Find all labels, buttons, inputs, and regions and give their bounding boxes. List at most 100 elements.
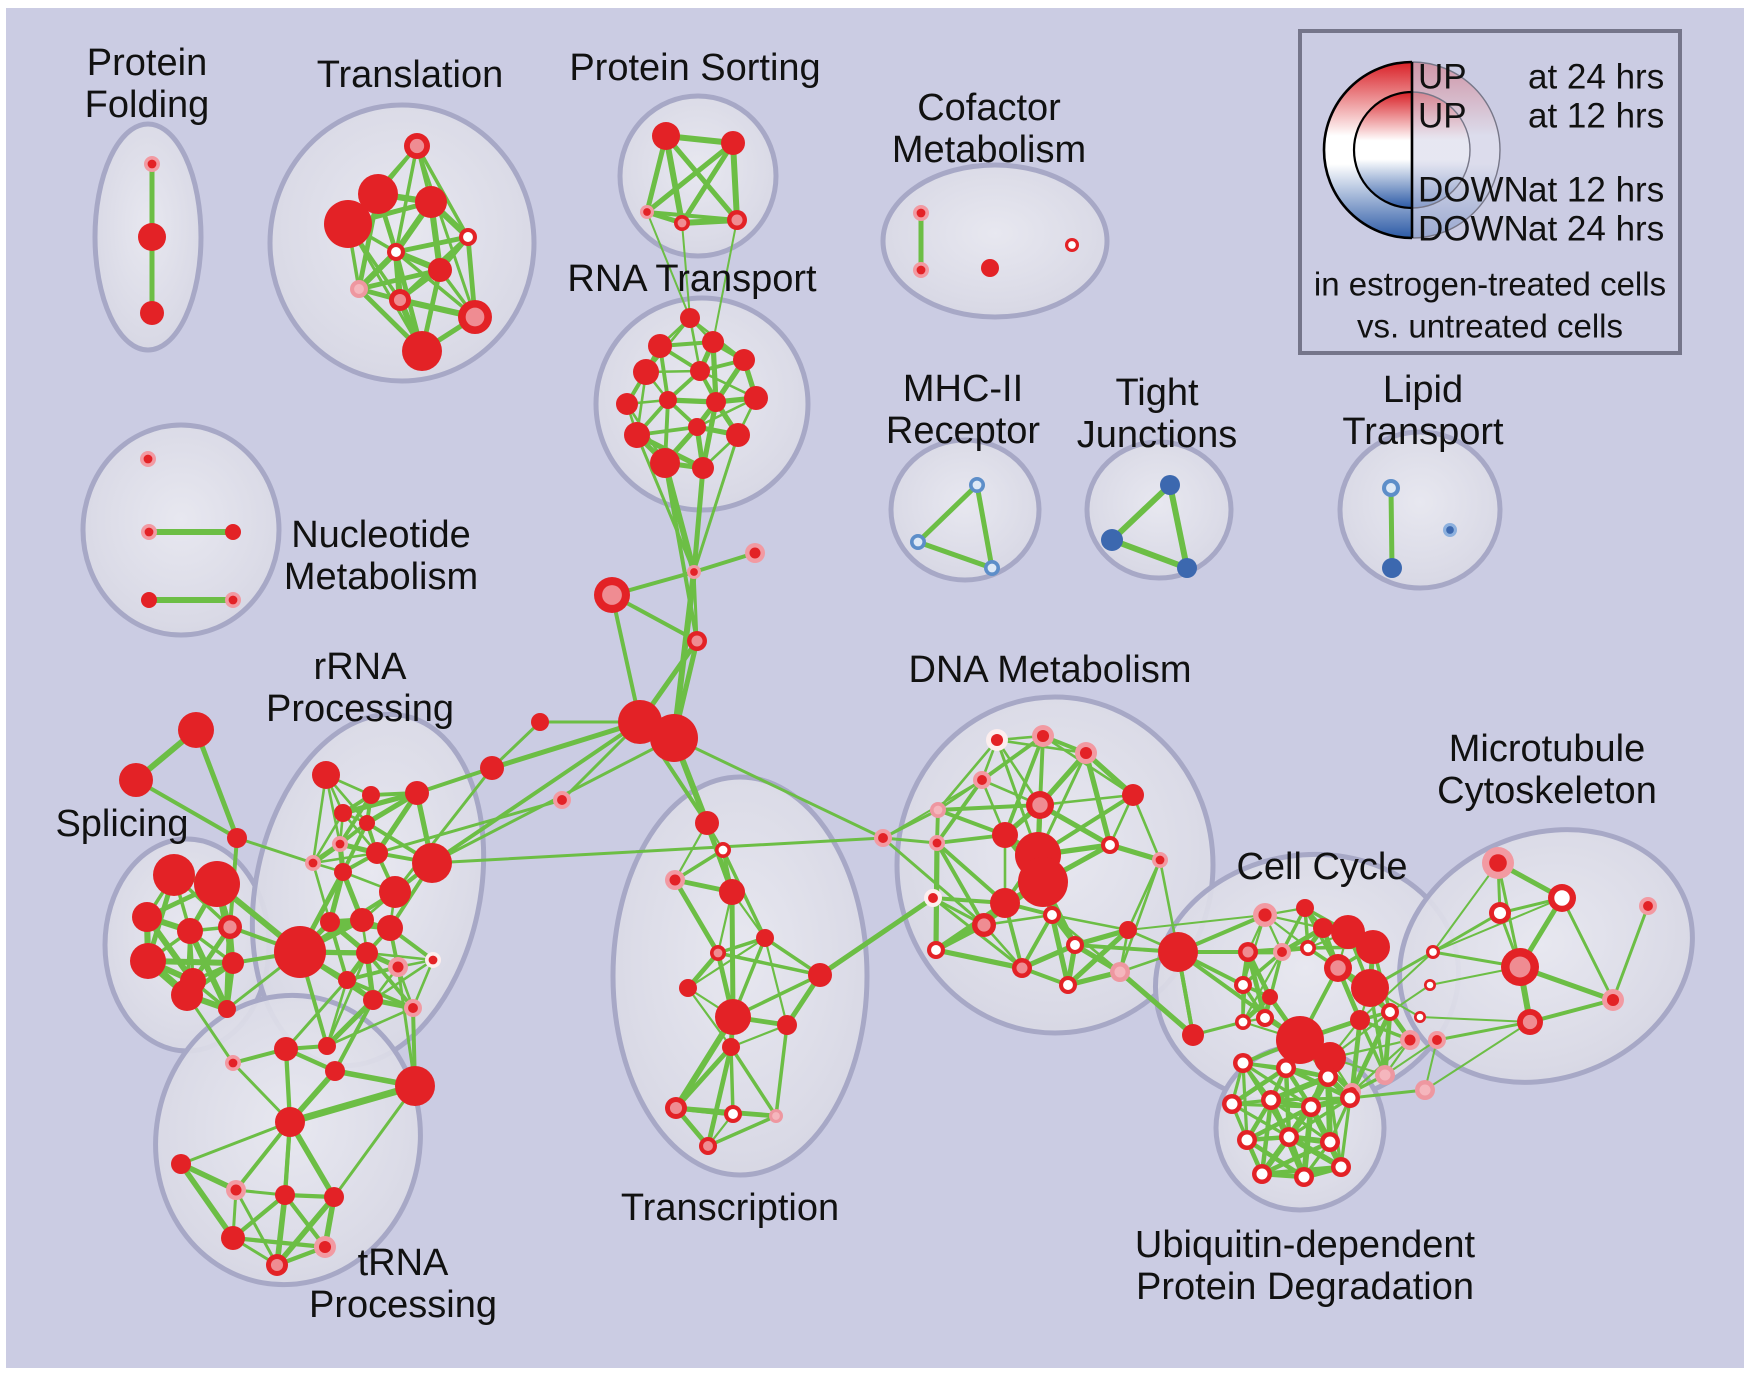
- edge: [324, 997, 376, 1049]
- node-core-pinkRing: [335, 839, 345, 849]
- node-red: [756, 929, 774, 947]
- node-core-pink: [772, 1112, 780, 1120]
- edge: [1241, 950, 1284, 1024]
- node-core-whiteCore: [391, 247, 401, 257]
- node-core-redPink: [1032, 797, 1048, 813]
- node-core-whiteCore: [1280, 1062, 1292, 1074]
- node-core-pinkRing: [749, 547, 761, 559]
- node-red: [318, 1037, 336, 1055]
- node-red: [616, 393, 638, 415]
- cluster-ellipse-lipid-transport: [1337, 429, 1503, 591]
- node-core-redPink: [691, 635, 703, 647]
- edge: [1287, 1096, 1352, 1139]
- node-core-whiteCore: [1554, 890, 1570, 906]
- node-core-pink: [1114, 966, 1126, 978]
- node-core-whiteCore: [1426, 981, 1434, 989]
- node-blue: [1382, 558, 1402, 578]
- legend-arc-inner: [1352, 90, 1413, 210]
- edge: [681, 222, 691, 319]
- node-core-redPink: [1330, 960, 1346, 976]
- node-red: [177, 918, 203, 944]
- node-red: [648, 334, 672, 358]
- node-core-redPink: [677, 218, 687, 228]
- cluster-label-transcription: Transcription: [621, 1187, 839, 1229]
- edge: [673, 1044, 734, 1111]
- node-red: [350, 908, 374, 932]
- edge: [311, 773, 328, 865]
- edge: [635, 433, 696, 574]
- node-red: [119, 763, 153, 797]
- edge: [729, 1045, 778, 1118]
- node-red: [726, 423, 750, 447]
- node-core-whiteCore: [1322, 1071, 1334, 1083]
- node-core-whiteCore: [718, 845, 728, 855]
- node-core-blueLight: [987, 563, 997, 573]
- node-core-pinkRing: [1277, 947, 1287, 957]
- node-red: [981, 259, 999, 277]
- edge: [1118, 858, 1162, 974]
- node-red: [356, 942, 378, 964]
- node-red: [275, 1107, 305, 1137]
- edge: [1049, 912, 1071, 988]
- node-core-redPink: [1522, 1014, 1538, 1030]
- edge: [234, 1188, 279, 1267]
- edge: [729, 1045, 735, 1116]
- node-core-pinkRing: [230, 1184, 242, 1196]
- node-core-pinkRing: [690, 568, 698, 576]
- edge: [933, 947, 1025, 971]
- node-core-whiteCore: [1260, 1013, 1270, 1023]
- edge: [396, 965, 417, 1088]
- edge: [489, 719, 643, 771]
- legend-direction-label: UP: [1418, 57, 1467, 96]
- edge: [134, 778, 239, 840]
- edge: [1020, 913, 1054, 970]
- edge: [1388, 485, 1395, 571]
- edge: [415, 766, 494, 795]
- node-red: [358, 174, 398, 214]
- edge: [1229, 1065, 1289, 1107]
- node-red: [679, 979, 697, 997]
- node-core-redPink: [731, 214, 743, 226]
- node-red: [808, 963, 832, 987]
- node-red: [680, 308, 700, 328]
- edge: [1432, 897, 1563, 953]
- node-red: [130, 943, 166, 979]
- cluster-label-cell-cycle: Cell Cycle: [1236, 846, 1407, 888]
- node-red: [690, 361, 710, 381]
- node-red: [140, 301, 164, 325]
- node-red: [274, 926, 326, 978]
- node-red: [722, 1038, 740, 1056]
- node-core-whiteCore: [1241, 1134, 1253, 1146]
- node-red: [633, 359, 659, 385]
- node-red: [650, 448, 680, 478]
- node-core-pinkRing: [1432, 1035, 1442, 1045]
- legend-time-label: at 24 hrs: [1528, 57, 1664, 96]
- node-red: [171, 1154, 191, 1174]
- node-core-redPink: [270, 1258, 284, 1272]
- edge: [1382, 1009, 1393, 1078]
- edge: [1431, 911, 1502, 954]
- cluster-label-cofactor-metabolism: Cofactor Metabolism: [892, 87, 1086, 171]
- node-core-whiteCore: [1047, 910, 1057, 920]
- node-core-whiteRing: [928, 893, 938, 903]
- node-red: [395, 1066, 435, 1106]
- edge: [274, 1192, 288, 1268]
- node-red: [141, 592, 157, 608]
- edge: [325, 1006, 415, 1048]
- edge: [672, 736, 885, 840]
- edge: [1301, 1104, 1314, 1180]
- node-red: [359, 815, 375, 831]
- node-red: [706, 392, 726, 412]
- cluster-label-rrna-processing: rRNA Processing: [266, 646, 454, 730]
- edge: [881, 836, 986, 927]
- edge: [700, 399, 719, 471]
- node-core-pinkRing: [669, 874, 681, 886]
- edge: [691, 465, 706, 575]
- edge: [186, 927, 231, 1013]
- edge: [430, 836, 885, 865]
- edge: [729, 1023, 789, 1049]
- node-red: [274, 1037, 298, 1061]
- node-core-redPink: [703, 1141, 713, 1151]
- cluster-label-lipid-transport: Lipid Transport: [1342, 369, 1504, 453]
